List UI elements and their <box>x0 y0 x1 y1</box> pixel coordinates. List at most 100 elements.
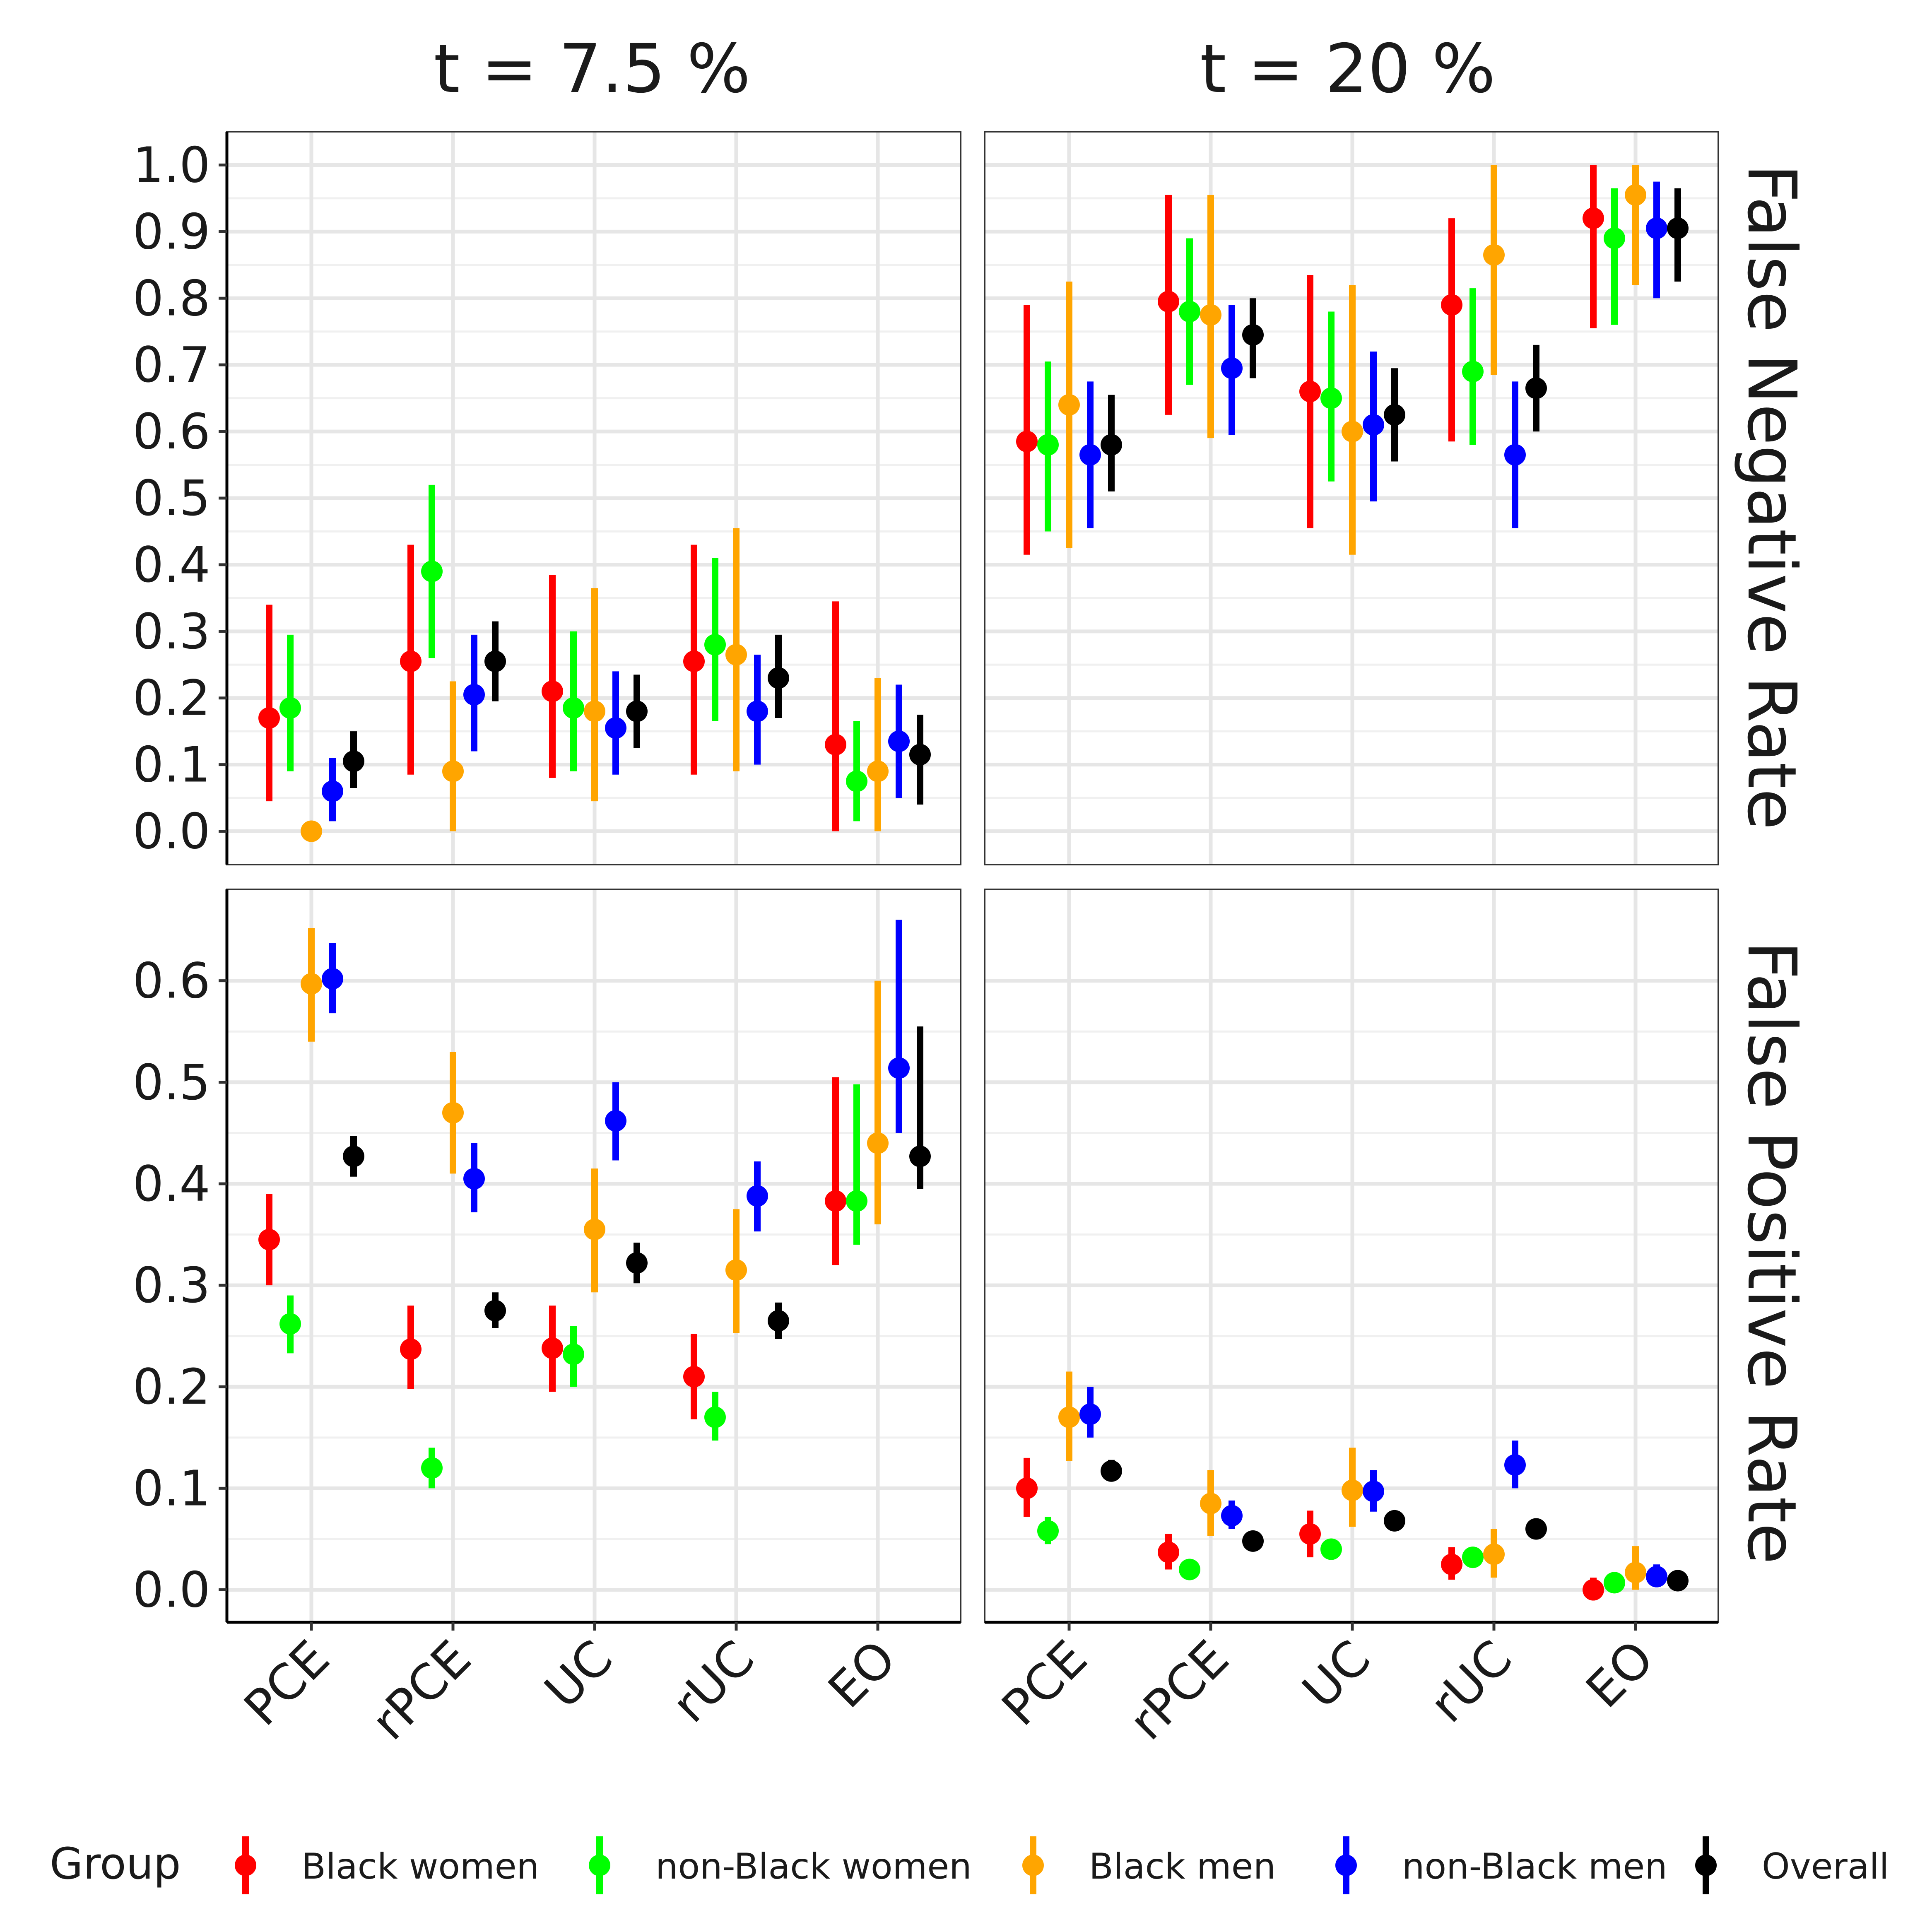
point-black-women-ruc <box>683 650 705 672</box>
point-non-black-men-uc <box>1363 414 1384 436</box>
panel-r1-c1: PCE rPCE UC rUC EO <box>984 889 1719 1751</box>
point-black-men-rpce <box>1200 1493 1221 1515</box>
point-black-men-rpce <box>442 1102 464 1124</box>
series-black-women <box>1016 1457 1604 1601</box>
y-tick-label: 0.1 <box>132 1460 210 1517</box>
point-non-black-men-eo <box>1646 1566 1667 1588</box>
column-strip-t-20: t = 20 % <box>1200 30 1496 108</box>
point-black-men-ruc <box>1483 244 1505 266</box>
series-non-black-women <box>1037 1517 1625 1594</box>
y-tick-label: 0.6 <box>132 403 210 460</box>
column-strip-t-7-5: t = 7.5 % <box>434 30 750 108</box>
point-black-men-uc <box>1342 421 1363 443</box>
legend-key-point <box>589 1855 610 1876</box>
series-non-black-men <box>322 634 910 821</box>
point-overall-eo <box>909 744 931 766</box>
series-black-men <box>1058 165 1646 555</box>
point-non-black-men-rpce <box>1221 357 1243 379</box>
point-overall-pce <box>343 750 364 772</box>
series-non-black-women <box>279 1084 867 1489</box>
y-tick-label: 0.2 <box>132 670 210 727</box>
point-black-women-pce <box>1016 431 1038 453</box>
point-black-women-eo <box>825 1190 846 1212</box>
legend-label: non-Black women <box>655 1846 972 1887</box>
point-non-black-women-eo <box>1604 1572 1625 1594</box>
point-black-men-eo <box>1625 184 1646 206</box>
y-tick-label: 1.0 <box>132 136 210 193</box>
legend-key-point <box>235 1855 256 1876</box>
series-black-men <box>1058 1371 1646 1590</box>
point-overall-ruc <box>768 667 789 689</box>
point-overall-ruc <box>768 1310 789 1332</box>
series-overall <box>343 1026 931 1339</box>
y-tick-label: 0.4 <box>132 1155 210 1212</box>
legend-label: non-Black men <box>1402 1846 1667 1887</box>
point-non-black-men-rpce <box>1221 1505 1243 1527</box>
legend-key-point <box>1695 1855 1717 1876</box>
legend-key-point <box>1022 1855 1044 1876</box>
y-tick-label: 0.1 <box>132 736 210 793</box>
point-non-black-women-ruc <box>704 634 726 655</box>
point-black-women-ruc <box>683 1366 705 1388</box>
point-non-black-men-eo <box>1646 217 1667 239</box>
point-non-black-women-eo <box>1604 227 1625 249</box>
point-non-black-women-ruc <box>1462 1547 1484 1568</box>
point-non-black-women-pce <box>1037 434 1059 456</box>
point-overall-ruc <box>1525 377 1547 399</box>
point-overall-eo <box>1667 217 1689 239</box>
series-non-black-women <box>279 484 867 821</box>
point-black-women-uc <box>542 1337 563 1359</box>
legend: Group Black women non-Black women Black me… <box>50 1836 1889 1894</box>
point-black-men-rpce <box>442 760 464 782</box>
series-non-black-men <box>322 920 910 1232</box>
point-non-black-women-pce <box>279 697 301 719</box>
point-black-men-ruc <box>725 644 747 666</box>
y-tick-label: 0.5 <box>132 470 210 527</box>
y-tick-label: 0.4 <box>132 536 210 593</box>
series-non-black-men <box>1079 181 1667 528</box>
point-overall-eo <box>909 1145 931 1167</box>
y-tick-label: 0.8 <box>132 270 210 327</box>
point-black-men-pce <box>301 820 322 842</box>
y-tick-label: 0.3 <box>132 1257 210 1314</box>
panel-r0-c1 <box>984 131 1719 865</box>
series-non-black-men <box>1079 1387 1667 1588</box>
point-non-black-men-rpce <box>463 1168 485 1190</box>
legend-label: Black women <box>301 1846 539 1887</box>
point-non-black-women-ruc <box>704 1406 726 1428</box>
point-non-black-men-eo <box>888 730 910 752</box>
strips-layer: t = 7.5 % t = 20 % False Negative Rate F… <box>434 30 1810 1564</box>
point-black-women-pce <box>1016 1477 1038 1499</box>
point-overall-rpce <box>484 650 506 672</box>
y-tick-label: 0.7 <box>132 336 210 393</box>
point-black-women-pce <box>258 1229 280 1250</box>
point-non-black-men-ruc <box>1504 444 1526 466</box>
y-tick-label: 0.0 <box>132 1561 210 1619</box>
point-black-women-rpce <box>1158 291 1179 313</box>
point-black-women-ruc <box>1441 294 1462 316</box>
point-overall-rpce <box>1242 1530 1264 1552</box>
series-black-women <box>258 544 846 831</box>
point-black-women-uc <box>542 680 563 702</box>
point-non-black-women-uc <box>563 697 584 719</box>
point-black-men-ruc <box>725 1259 747 1281</box>
point-black-women-uc <box>1299 1523 1321 1545</box>
point-black-men-pce <box>1058 394 1080 416</box>
point-non-black-men-ruc <box>1504 1454 1526 1476</box>
point-black-women-rpce <box>400 650 422 672</box>
legend-item-black-women: Black women <box>235 1836 539 1894</box>
point-black-men-uc <box>584 1219 605 1241</box>
point-black-men-ruc <box>1483 1543 1505 1565</box>
point-non-black-women-pce <box>279 1313 301 1335</box>
point-overall-uc <box>626 1252 648 1274</box>
series-overall <box>1101 1460 1689 1592</box>
point-non-black-women-ruc <box>1462 361 1484 383</box>
point-black-women-rpce <box>400 1338 422 1360</box>
series-overall <box>343 621 931 805</box>
y-tick-label: 0.5 <box>132 1054 210 1111</box>
point-non-black-women-uc <box>1320 387 1342 409</box>
point-non-black-women-rpce <box>421 1457 443 1479</box>
legend-entries: Black women non-Black women Black men non-B… <box>235 1836 1889 1894</box>
y-tick-label: 0.0 <box>132 803 210 860</box>
